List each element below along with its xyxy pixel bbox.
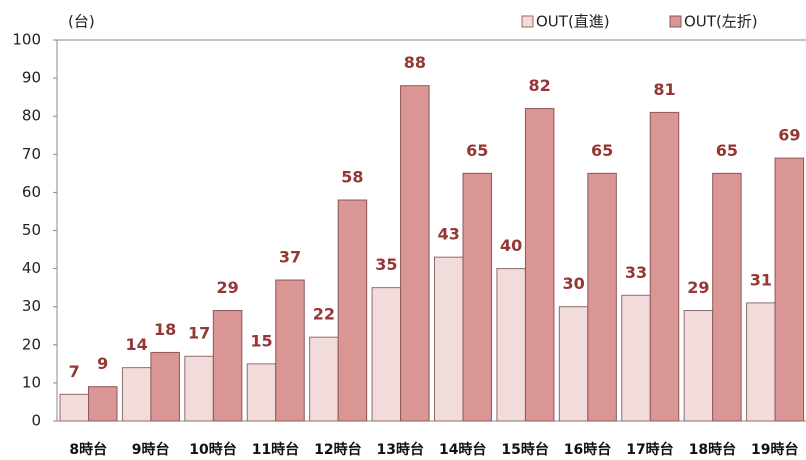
value-label: 37 — [279, 248, 301, 267]
bar — [121, 367, 152, 422]
value-label: 14 — [126, 335, 148, 354]
x-tick-label: 14時台 — [439, 441, 486, 458]
bar — [275, 279, 305, 422]
legend-label: OUT(直進) — [536, 13, 610, 31]
x-tick-label: 15時台 — [501, 441, 548, 458]
y-tick-label: 0 — [31, 412, 41, 430]
bar — [337, 199, 368, 422]
y-tick-label: 90 — [22, 69, 41, 87]
x-tick-label: 19時台 — [751, 441, 798, 458]
bar — [683, 310, 714, 422]
value-label: 40 — [500, 236, 522, 255]
value-label: 58 — [341, 168, 363, 187]
bar — [524, 108, 555, 422]
bar — [400, 85, 430, 422]
value-label: 7 — [69, 362, 80, 381]
value-label: 69 — [778, 126, 800, 145]
x-tick-label: 16時台 — [564, 441, 611, 458]
bar — [558, 306, 589, 422]
bar — [621, 294, 651, 422]
y-tick-label: 60 — [22, 183, 41, 201]
y-tick-label: 20 — [22, 335, 41, 353]
bar — [649, 111, 680, 422]
value-label: 22 — [313, 305, 335, 324]
value-label: 43 — [438, 225, 460, 244]
value-label: 65 — [591, 141, 613, 160]
value-label: 82 — [529, 76, 551, 95]
y-tick-label: 50 — [22, 221, 41, 239]
x-tick-label: 12時台 — [314, 441, 361, 458]
bar — [774, 157, 805, 422]
y-tick-label: 70 — [22, 145, 41, 163]
value-label: 65 — [466, 141, 488, 160]
y-tick-label: 10 — [22, 373, 41, 391]
legend-swatch — [521, 15, 534, 28]
y-tick-label: 30 — [22, 297, 41, 315]
bar — [246, 363, 277, 422]
x-tick-label: 9時台 — [132, 441, 170, 458]
bar — [212, 310, 243, 422]
value-label: 15 — [250, 331, 272, 350]
bar — [587, 172, 617, 422]
bar — [150, 351, 180, 422]
bar — [462, 172, 492, 422]
value-label: 17 — [188, 324, 210, 343]
x-tick-label: 13時台 — [377, 441, 424, 458]
value-label: 30 — [562, 274, 584, 293]
x-tick-label: 10時台 — [189, 441, 236, 458]
value-label: 88 — [404, 53, 426, 72]
value-label: 18 — [154, 320, 176, 339]
x-tick-label: 18時台 — [689, 441, 736, 458]
y-tick-label: 80 — [22, 107, 41, 125]
value-label: 29 — [687, 278, 709, 297]
bar — [712, 172, 742, 422]
value-label: 33 — [625, 263, 647, 282]
y-tick-label: 100 — [12, 31, 41, 49]
value-label: 29 — [216, 278, 238, 297]
bar — [88, 386, 118, 422]
bar — [309, 336, 339, 422]
bar — [371, 287, 402, 422]
x-tick-label: 17時台 — [626, 441, 673, 458]
value-label: 31 — [750, 270, 772, 289]
value-label: 35 — [375, 255, 397, 274]
value-label: 81 — [653, 80, 675, 99]
legend-label: OUT(左折) — [684, 13, 758, 31]
bar — [184, 355, 214, 422]
bar — [496, 268, 526, 422]
bar — [59, 393, 89, 422]
unit-label: (台) — [68, 13, 95, 31]
value-label: 9 — [97, 354, 108, 373]
value-label: 65 — [716, 141, 738, 160]
bar — [746, 302, 776, 422]
bar — [434, 256, 464, 422]
legend-swatch — [669, 15, 682, 28]
y-tick-label: 40 — [22, 259, 41, 277]
x-tick-label: 8時台 — [69, 441, 107, 458]
x-tick-label: 11時台 — [252, 441, 299, 458]
